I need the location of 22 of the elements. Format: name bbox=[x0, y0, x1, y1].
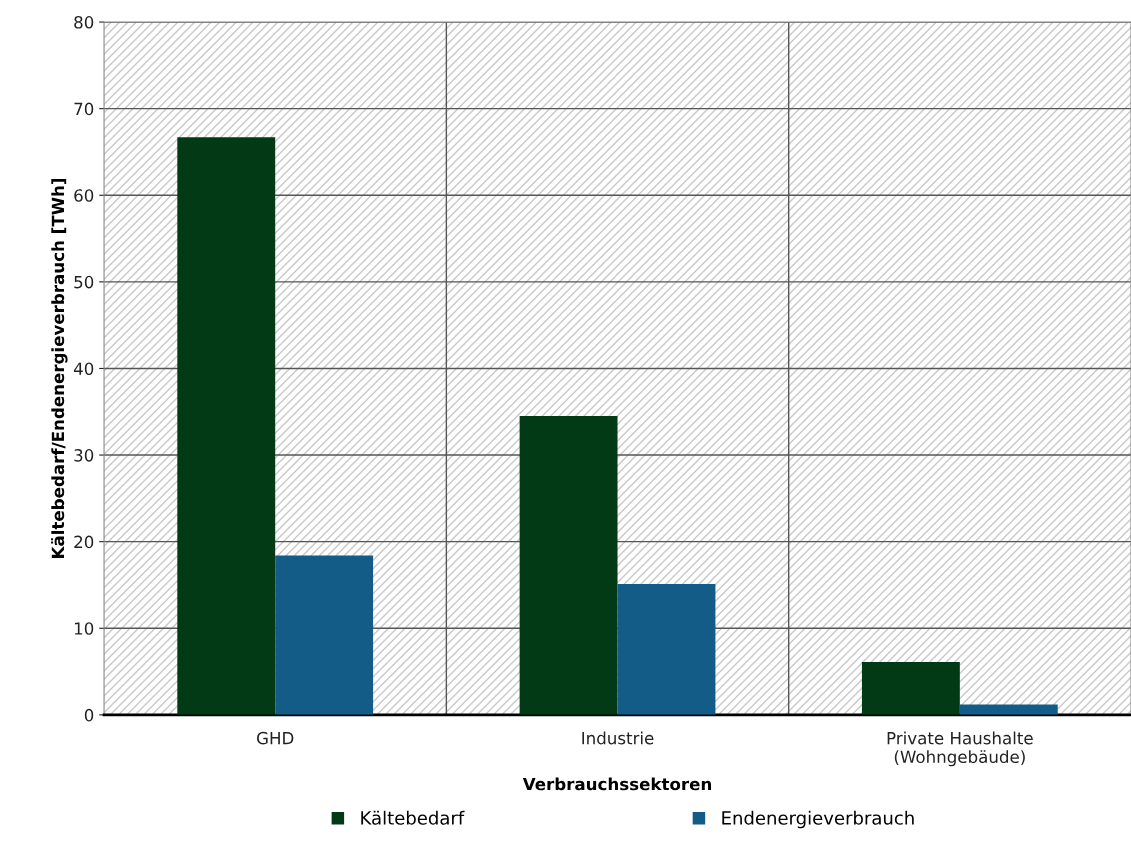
y-tick-label: 70 bbox=[74, 102, 94, 116]
y-tick-label: 20 bbox=[74, 535, 94, 549]
bar bbox=[177, 137, 276, 715]
bar bbox=[959, 704, 1058, 715]
y-tick-label: 80 bbox=[74, 16, 94, 29]
y-tick-label: 30 bbox=[74, 449, 94, 462]
y-axis-title: Kältebedarf/Endenergieverbrauch [TWh] bbox=[51, 178, 68, 558]
bar bbox=[519, 416, 618, 715]
x-tick-label: Industrie bbox=[582, 731, 654, 745]
x-tick-label: GHD bbox=[257, 731, 294, 745]
y-tick-label: 10 bbox=[74, 622, 94, 635]
legend-label: Kältebedarf bbox=[361, 810, 465, 825]
bar bbox=[617, 584, 716, 715]
y-tick-label: 40 bbox=[73, 362, 94, 376]
y-tick-label: 0 bbox=[84, 708, 94, 722]
legend-label: Endenergieverbrauch bbox=[722, 810, 914, 829]
x-axis-title: Verbrauchssektoren bbox=[522, 777, 711, 791]
x-tick-label: Private Haushalte (Wohngebäude) bbox=[887, 731, 1033, 767]
y-tick-label: 60 bbox=[74, 189, 94, 202]
y-tick-label: 50 bbox=[74, 275, 94, 289]
bar bbox=[861, 662, 960, 715]
bar bbox=[275, 555, 374, 715]
